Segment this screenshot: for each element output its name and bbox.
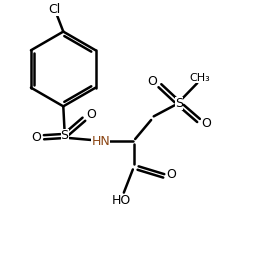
Text: S: S	[175, 97, 183, 110]
Text: HN: HN	[91, 135, 110, 148]
Text: S: S	[60, 130, 68, 142]
Text: HO: HO	[112, 194, 131, 207]
Text: O: O	[166, 168, 176, 181]
Text: Cl: Cl	[48, 3, 60, 16]
Text: O: O	[87, 107, 97, 120]
Text: O: O	[31, 131, 41, 144]
Text: CH₃: CH₃	[189, 73, 210, 83]
Text: O: O	[147, 75, 157, 88]
Text: O: O	[201, 117, 211, 130]
